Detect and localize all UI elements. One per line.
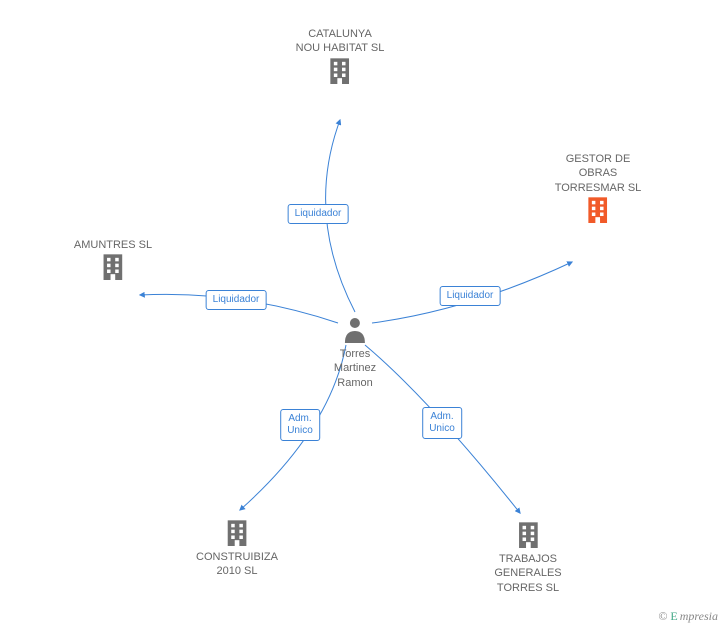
building-icon [584,195,612,223]
building-icon [99,252,127,280]
node-label-gestor: GESTOR DE OBRAS TORRESMAR SL [555,152,642,195]
brand-rest: mpresia [680,609,718,623]
center-label: Torres Martinez Ramon [334,347,376,390]
edge-label-trabajos: Adm. Unico [422,407,462,439]
copyright-symbol: © [658,609,667,623]
edge-label-construibiza: Adm. Unico [280,409,320,441]
edge-label-amuntres: Liquidador [206,290,267,310]
diagram-canvas: Torres Martinez Ramon CATALUNYA NOU HABIT… [0,0,728,630]
node-amuntres[interactable]: AMUNTRES SL [74,234,152,280]
node-trabajos[interactable]: TRABAJOS GENERALES TORRES SL [494,520,561,595]
node-label-catalunya: CATALUNYA NOU HABITAT SL [296,27,385,56]
node-catalunya[interactable]: CATALUNYA NOU HABITAT SL [296,23,385,84]
node-construibiza[interactable]: CONSTRUIBIZA 2010 SL [196,518,278,579]
person-icon [343,315,367,343]
brand-first-letter: E [670,609,677,623]
node-label-construibiza: CONSTRUIBIZA 2010 SL [196,550,278,579]
center-person[interactable]: Torres Martinez Ramon [334,315,376,390]
edge-label-catalunya: Liquidador [288,204,349,224]
node-label-amuntres: AMUNTRES SL [74,238,152,252]
footer-copyright: © Empresia [658,609,718,624]
node-label-trabajos: TRABAJOS GENERALES TORRES SL [494,552,561,595]
node-gestor[interactable]: GESTOR DE OBRAS TORRESMAR SL [555,148,642,223]
building-icon [223,518,251,546]
building-icon [326,56,354,84]
building-icon [514,520,542,548]
edge-label-gestor: Liquidador [440,286,501,306]
